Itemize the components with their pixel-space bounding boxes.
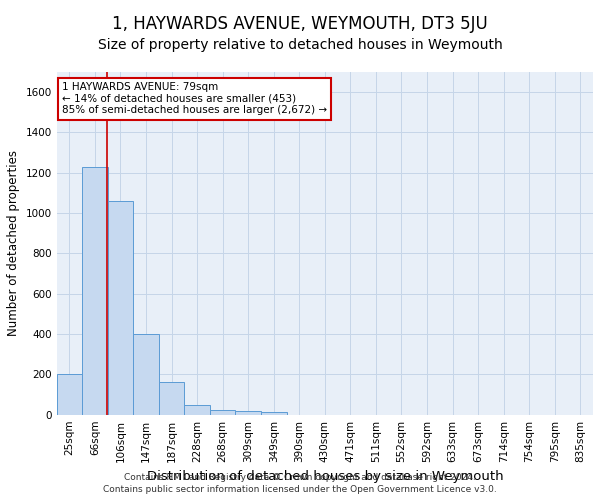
Bar [210,410,235,414]
Text: 1, HAYWARDS AVENUE, WEYMOUTH, DT3 5JU: 1, HAYWARDS AVENUE, WEYMOUTH, DT3 5JU [112,15,488,33]
Text: Size of property relative to detached houses in Weymouth: Size of property relative to detached ho… [98,38,502,52]
Bar [56,374,82,414]
Bar [235,411,261,414]
Bar [108,201,133,414]
Bar [261,412,287,414]
X-axis label: Distribution of detached houses by size in Weymouth: Distribution of detached houses by size … [146,470,503,483]
Bar [184,404,210,414]
Bar [159,382,184,414]
Text: 1 HAYWARDS AVENUE: 79sqm
← 14% of detached houses are smaller (453)
85% of semi-: 1 HAYWARDS AVENUE: 79sqm ← 14% of detach… [62,82,327,116]
Bar [82,166,108,414]
Y-axis label: Number of detached properties: Number of detached properties [7,150,20,336]
Bar [133,334,159,414]
Text: Contains HM Land Registry data © Crown copyright and database right 2024.
Contai: Contains HM Land Registry data © Crown c… [103,472,497,494]
